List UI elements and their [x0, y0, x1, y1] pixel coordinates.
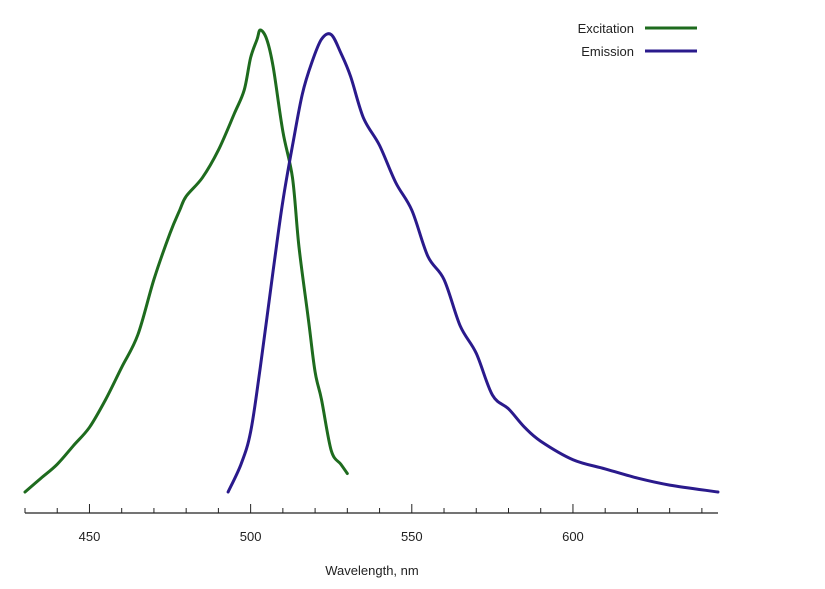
x-axis-ticks: 450 500 550 600	[24, 504, 703, 544]
tick-label-600: 600	[562, 529, 584, 544]
excitation-series-line	[23, 28, 349, 494]
tick-label-500: 500	[240, 529, 262, 544]
legend: Excitation Emission	[578, 21, 697, 59]
tick-label-450: 450	[79, 529, 101, 544]
legend-label-emission: Emission	[581, 44, 634, 59]
series-lines	[23, 28, 720, 494]
x-axis-title: Wavelength, nm	[325, 563, 418, 578]
tick-label-550: 550	[401, 529, 423, 544]
legend-label-excitation: Excitation	[578, 21, 634, 36]
emission-series-line	[226, 32, 720, 494]
